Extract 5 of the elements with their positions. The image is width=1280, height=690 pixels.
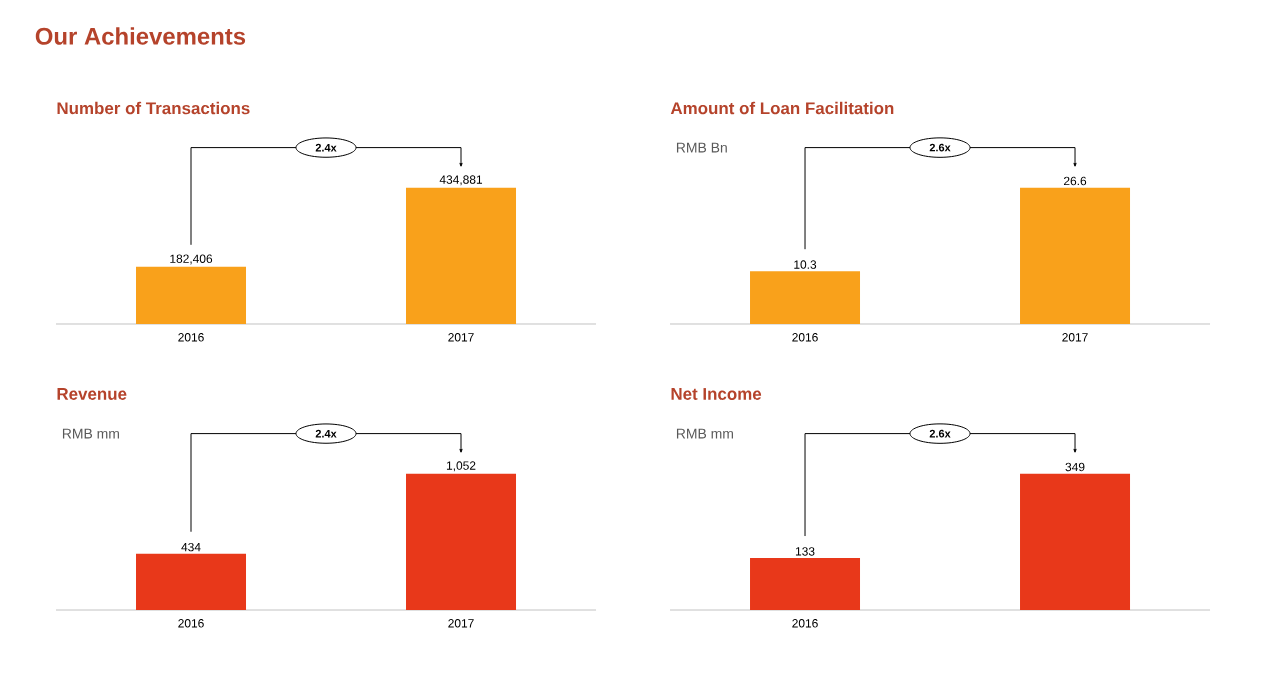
chart-title: Amount of Loan Facilitation bbox=[670, 101, 894, 115]
chart-title: Revenue bbox=[57, 388, 127, 400]
text: Our Achievements bbox=[35, 27, 246, 45]
chart-title: Net Income bbox=[671, 388, 762, 400]
chart-title: Number of Transactions bbox=[57, 101, 250, 115]
